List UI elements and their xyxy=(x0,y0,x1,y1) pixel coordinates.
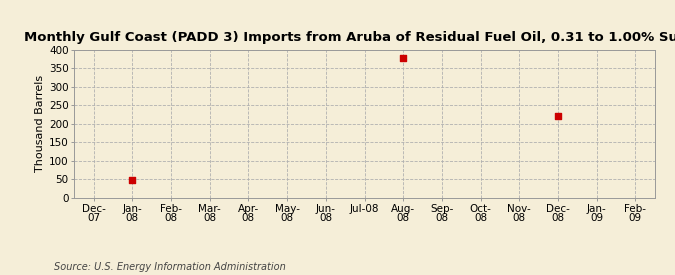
Y-axis label: Thousand Barrels: Thousand Barrels xyxy=(35,75,45,172)
Text: Source: U.S. Energy Information Administration: Source: U.S. Energy Information Administ… xyxy=(54,262,286,272)
Point xyxy=(553,113,564,118)
Point xyxy=(127,178,138,182)
Point xyxy=(398,56,408,60)
Title: Monthly Gulf Coast (PADD 3) Imports from Aruba of Residual Fuel Oil, 0.31 to 1.0: Monthly Gulf Coast (PADD 3) Imports from… xyxy=(24,31,675,44)
